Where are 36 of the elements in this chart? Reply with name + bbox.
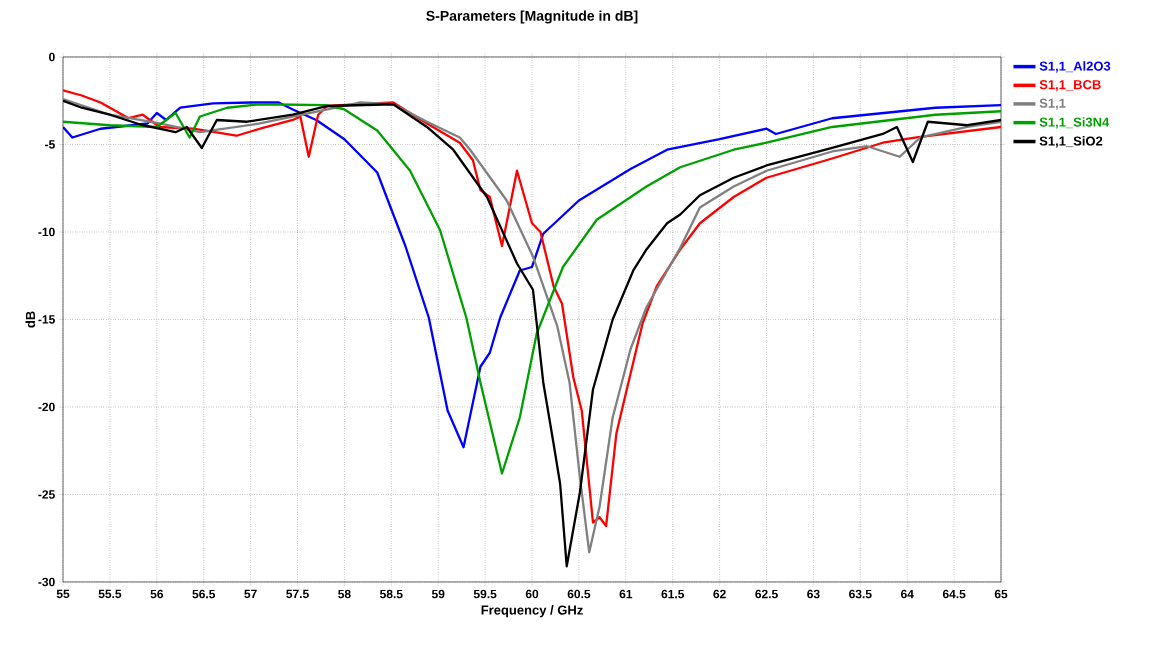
- x-axis-title: Frequency / GHz: [481, 605, 583, 618]
- x-tick-label: 57.5: [286, 589, 309, 599]
- y-axis-title: dB: [25, 311, 36, 328]
- x-tick-label: 55: [56, 589, 70, 599]
- x-tick-label: 56: [150, 589, 164, 599]
- x-tick-label: 65: [994, 589, 1008, 599]
- x-tick-label: 63: [807, 589, 820, 599]
- legend-label: S1,1_SiO2: [1039, 136, 1103, 148]
- y-tick-label: -20: [38, 402, 55, 412]
- x-tick-label: 64.5: [942, 589, 966, 599]
- legend-label: S1,1_Si3N4: [1039, 117, 1110, 129]
- x-tick-label: 63.5: [849, 589, 872, 599]
- y-tick-label: -5: [45, 140, 55, 149]
- x-tick-label: 62.5: [755, 589, 778, 599]
- x-tick-label: 58: [338, 589, 351, 599]
- legend-label: S1,1_Al2O3: [1039, 61, 1111, 73]
- x-tick-label: 62: [713, 589, 726, 599]
- x-tick-label: 61: [619, 589, 633, 599]
- y-tick-label: -30: [38, 577, 55, 587]
- x-tick-label: 58.5: [380, 589, 403, 599]
- x-tick-label: 55.5: [98, 589, 122, 599]
- x-tick-label: 59.5: [473, 589, 497, 599]
- x-tick-label: 59: [431, 589, 445, 599]
- x-tick-label: 56.5: [192, 589, 216, 599]
- chart-title: S-Parameters [Magnitude in dB]: [426, 10, 638, 24]
- legend-label: S1,1: [1039, 98, 1066, 110]
- x-tick-label: 57: [244, 589, 257, 599]
- legend-label: S1,1_BCB: [1039, 80, 1101, 92]
- y-tick-label: -10: [38, 227, 55, 237]
- x-tick-label: 61.5: [661, 589, 685, 599]
- y-tick-label: 0: [49, 52, 55, 62]
- x-tick-label: 60: [525, 589, 539, 599]
- x-tick-label: 64: [900, 589, 914, 599]
- y-tick-label: -25: [38, 490, 55, 499]
- y-tick-label: -15: [38, 315, 55, 324]
- x-tick-label: 60.5: [567, 589, 591, 599]
